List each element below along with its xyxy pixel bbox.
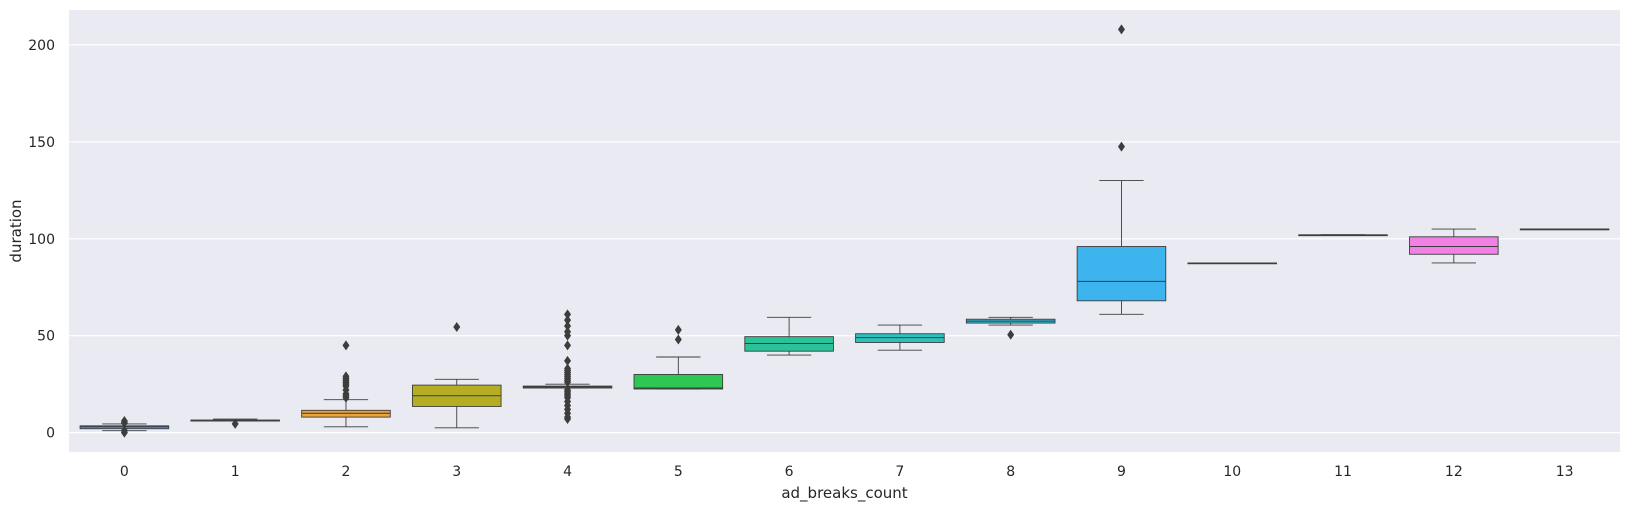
box-group: [522, 309, 613, 425]
box-group: [411, 321, 502, 429]
outlier-point: [1007, 329, 1015, 340]
box-group: [1187, 262, 1278, 265]
x-tick-label: 11: [1334, 464, 1352, 480]
x-tick-label: 7: [895, 464, 904, 480]
x-tick-label: 9: [1117, 464, 1126, 480]
outlier-point: [342, 340, 350, 351]
x-tick-label: 4: [563, 464, 572, 480]
box-group: [301, 340, 391, 428]
outlier-point: [120, 415, 128, 426]
x-tick-label: 13: [1556, 464, 1574, 480]
outlier-point: [564, 309, 572, 320]
outlier-point: [1117, 24, 1125, 35]
outlier-point: [564, 355, 572, 366]
y-tick-label: 200: [28, 38, 55, 54]
box-iqr: [633, 374, 724, 390]
x-tick-label: 1: [231, 464, 240, 480]
y-tick-label: 100: [28, 232, 55, 248]
plot-area: [69, 10, 1620, 452]
box-group: [190, 418, 280, 429]
boxes: [79, 24, 1610, 438]
y-tick-label: 0: [46, 426, 55, 442]
outlier-point: [1117, 141, 1125, 152]
y-tick-labels: 0 50 100 150 200: [28, 38, 55, 442]
box-group: [855, 324, 945, 351]
x-axis-label: ad_breaks_count: [781, 484, 907, 503]
x-tick-label: 0: [120, 464, 129, 480]
x-tick-label: 5: [674, 464, 683, 480]
x-tick-label: 6: [785, 464, 794, 480]
outlier-point: [564, 363, 572, 374]
y-tick-label: 50: [37, 329, 55, 345]
box-iqr: [1076, 246, 1167, 302]
x-tick-label: 8: [1006, 464, 1015, 480]
box-group: [744, 316, 834, 356]
gridlines: [69, 44, 1620, 434]
x-tick-label: 10: [1223, 464, 1241, 480]
x-tick-label: 3: [452, 464, 461, 480]
outlier-point: [674, 334, 682, 345]
outlier-point: [231, 418, 239, 429]
x-tick-labels: 0 1 2 3 4 5 6 7 8 9 10 11 12 13: [120, 464, 1574, 480]
x-tick-label: 2: [342, 464, 351, 480]
outlier-point: [120, 425, 128, 436]
box-iqr: [1409, 236, 1499, 255]
outlier-point: [564, 320, 572, 331]
outlier-point: [342, 371, 350, 382]
outlier-point: [674, 324, 682, 335]
outlier-point: [453, 321, 461, 332]
y-axis-label: duration: [7, 199, 25, 262]
box-group: [1409, 228, 1499, 264]
y-tick-label: 150: [28, 135, 55, 151]
outlier-point: [564, 326, 572, 337]
outlier-point: [564, 315, 572, 326]
box-group: [79, 415, 170, 438]
box-group: [1298, 234, 1388, 237]
outlier-point: [564, 384, 572, 395]
box-group: [965, 316, 1056, 340]
box-group: [1519, 228, 1610, 231]
box-group: [633, 324, 724, 390]
box-group: [1076, 24, 1167, 315]
x-tick-label: 12: [1445, 464, 1463, 480]
outlier-point: [564, 340, 572, 351]
